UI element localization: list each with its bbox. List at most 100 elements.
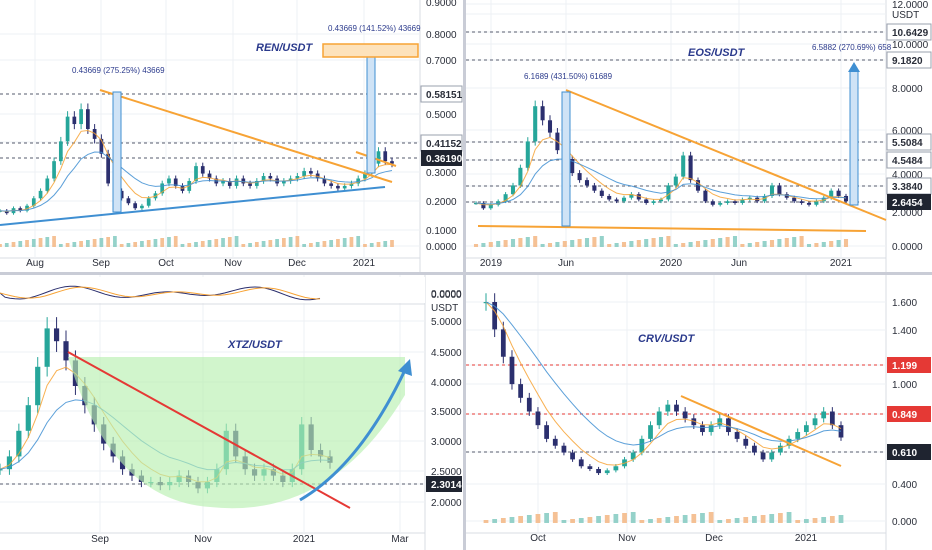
target-box [322, 43, 419, 58]
volume-bar [510, 239, 516, 247]
volume-bar [92, 239, 97, 247]
price-tag-label: 0.58151 [426, 90, 463, 101]
volume-bar [194, 242, 198, 247]
volume-bar [146, 240, 151, 247]
candle-body [812, 418, 818, 426]
y-tick-label: USDT [431, 303, 458, 314]
candle-body [503, 194, 508, 202]
x-tick-label: Dec [288, 258, 306, 269]
candle-body [570, 452, 575, 460]
candle-body [38, 190, 43, 199]
volume-bar [234, 236, 239, 247]
x-tick-label: Nov [618, 533, 636, 544]
volume-bar [481, 243, 486, 247]
candle-body [691, 418, 697, 426]
volume-bar [336, 239, 340, 247]
candle-body [63, 341, 69, 361]
y-tick-label: 1.400 [892, 326, 917, 337]
candle-body [561, 445, 567, 453]
candle-body [6, 456, 13, 470]
volume-bar [58, 244, 63, 247]
candle-body [732, 201, 738, 203]
crv-usdt-chart[interactable]: 1.600 1.400 1.199 1.000 0.849 0.610 0.400 0.000… [466, 275, 932, 550]
indicator-tick-label: 0.0000 [431, 289, 462, 300]
candle-body [540, 106, 545, 121]
candle-body [784, 194, 789, 198]
volume-bar [509, 517, 515, 523]
volume-bar [695, 241, 701, 247]
volume-bar [72, 242, 77, 247]
volume-bar [561, 520, 567, 523]
volume-bar [254, 242, 259, 247]
candle-body [777, 185, 782, 195]
volume-bar [596, 516, 601, 523]
indicator-pane [0, 277, 425, 303]
x-tick-label: 2021 [830, 258, 853, 269]
x-tick-label: 2021 [795, 533, 818, 544]
volume-bar [322, 241, 327, 247]
candle-body [769, 452, 775, 460]
volume-bar [747, 243, 752, 247]
x-tick-label: 2020 [660, 258, 683, 269]
volume-bar [363, 244, 367, 247]
projection-label: 6.5882 (270.69%) 658 [812, 43, 892, 52]
y-tick-label: 6.0000 [892, 126, 923, 137]
candle-body [295, 176, 300, 179]
y-tick-label: 0.400 [892, 480, 917, 491]
measurement-label: 6.1689 (431.50%) 61689 [524, 72, 613, 81]
ren-usdt-chart[interactable]: 0.90000.80000.70000.50000.40000.30000.20… [0, 0, 463, 272]
volume-bar [651, 238, 656, 247]
projected-curve [299, 369, 407, 502]
price-tag-label: 0.41152 [426, 139, 462, 150]
volume-bar [180, 244, 185, 247]
volume-bar [4, 243, 9, 247]
candle-body [743, 438, 749, 446]
candle-body [708, 425, 714, 433]
y-tick-label: 4.0000 [431, 378, 462, 389]
xtz-usdt-chart[interactable]: 0.0000 USDT 5.0000 4.5000 4.0000 3.5000 3.0000… [0, 275, 463, 550]
volume-bar [681, 243, 686, 247]
volume-bar [492, 519, 498, 523]
volume-bar [648, 519, 653, 523]
volume-bar [829, 241, 834, 247]
candle-body [674, 404, 679, 412]
candle-body [146, 198, 151, 206]
y-tick-label: 3.5000 [431, 407, 462, 418]
candle-body [700, 425, 705, 433]
candle-body [194, 166, 198, 181]
ema-slow-line [0, 151, 393, 212]
candle-body [376, 151, 381, 164]
candle-body [86, 109, 90, 129]
candle-body [740, 199, 745, 203]
panel-divider-vertical[interactable] [463, 0, 466, 550]
candle-body [65, 116, 70, 142]
candle-body [140, 205, 144, 209]
volume-bar [65, 243, 70, 247]
volume-bar [630, 512, 636, 523]
candle-body [200, 166, 205, 174]
volume-bar [261, 241, 266, 247]
candle-body [481, 203, 486, 209]
y-tick-label: 3.0000 [431, 437, 462, 448]
volume-bar [682, 515, 688, 523]
chart-title: CRV/USDT [638, 333, 696, 345]
volume-bar [792, 237, 797, 247]
volume-bar [725, 237, 730, 247]
candle-body [0, 469, 3, 471]
volume-bar [25, 240, 29, 247]
volume-bar [500, 518, 506, 523]
volume-bar [812, 518, 818, 523]
volume-bar [496, 241, 501, 247]
panel-divider-horizontal[interactable] [0, 272, 932, 275]
volume-bar [349, 237, 354, 247]
volume-bar [740, 244, 745, 247]
resistance-trendline [99, 89, 393, 183]
volume-bar [700, 513, 705, 523]
volume-bar [52, 236, 56, 247]
candle-body [673, 176, 678, 186]
volume-bar [710, 239, 715, 247]
candle-body [814, 201, 819, 205]
support-trendline [0, 186, 386, 226]
volume-bar [547, 243, 553, 247]
